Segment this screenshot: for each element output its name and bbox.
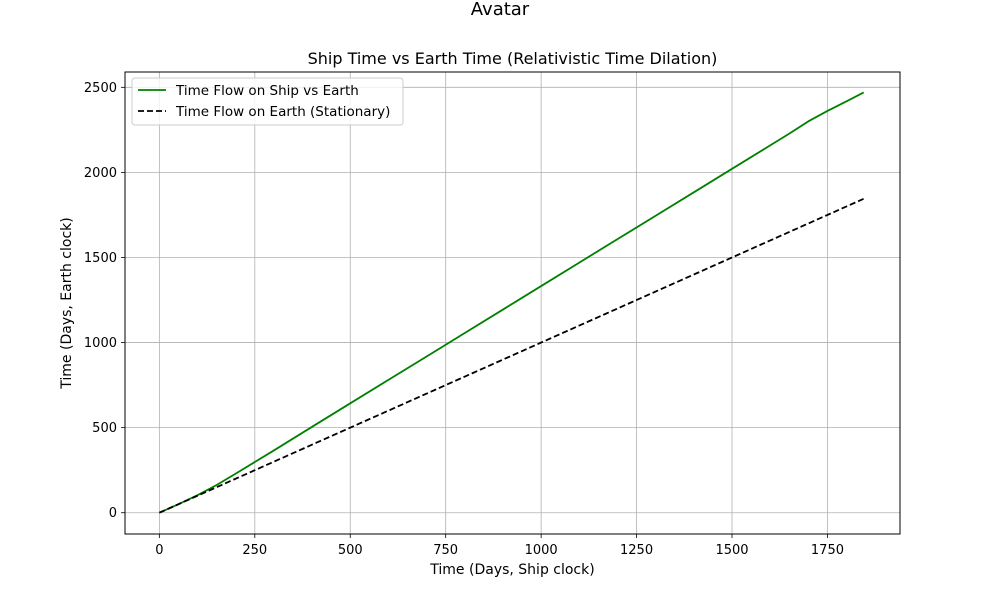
legend-label-earth: Time Flow on Earth (Stationary) (175, 104, 390, 120)
y-tick-label: 1000 (84, 336, 117, 351)
axis-ticks: 0 250 500 750 1000 1250 1500 1750 0 500 1000 1500 20… (84, 81, 844, 558)
y-tick-label: 500 (92, 421, 117, 436)
legend-box (131, 77, 404, 126)
plot-frame (124, 71, 901, 535)
y-tick-label: 2500 (84, 81, 117, 96)
series-line-earth (158, 197, 865, 514)
y-tick-label: 0 (109, 506, 117, 521)
x-tick-label: 1750 (811, 543, 844, 558)
x-axis-label: Time (Days, Ship clock) (429, 562, 594, 578)
legend: Time Flow on Ship vs Earth Time Flow on … (131, 77, 404, 126)
y-axis-label: Time (Days, Earth clock) (59, 217, 75, 389)
x-tick-label: 1500 (715, 543, 748, 558)
figure-suptitle: Avatar (471, 0, 530, 20)
x-tick-label: 0 (155, 543, 163, 558)
legend-label-ship: Time Flow on Ship vs Earth (175, 83, 359, 99)
grid (125, 72, 900, 534)
y-tick-label: 2000 (84, 166, 117, 181)
y-tick-label: 1500 (84, 251, 117, 266)
x-tick-label: 1000 (525, 543, 558, 558)
x-tick-label: 750 (433, 543, 458, 558)
chart-title: Ship Time vs Earth Time (Relativistic Ti… (308, 49, 718, 68)
x-tick-label: 1250 (620, 543, 653, 558)
x-tick-label: 500 (338, 543, 363, 558)
x-tick-label: 250 (242, 543, 267, 558)
series-line-ship (158, 91, 865, 514)
series-lines (158, 91, 865, 514)
